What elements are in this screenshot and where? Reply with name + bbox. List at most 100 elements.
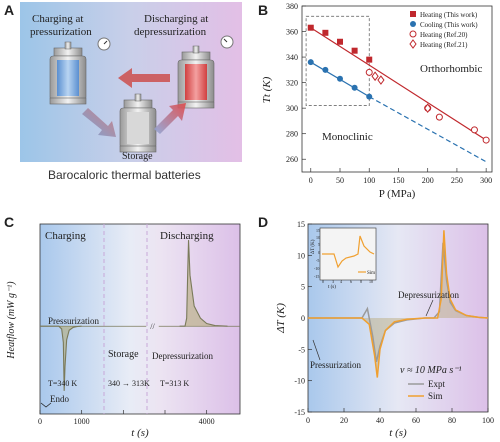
inset-ytick-0: 15 xyxy=(316,228,320,233)
inset-xlabel: t (s) xyxy=(328,285,336,290)
y-tick-label: -15 xyxy=(294,408,305,417)
y-tick-label: -10 xyxy=(294,377,305,386)
panel-letter-d: D xyxy=(258,214,269,230)
panel-b-xlabel: P (MPa) xyxy=(379,188,416,200)
panel-letter-a: A xyxy=(4,2,15,18)
inset-ytick-5: -10 xyxy=(314,266,319,271)
panel-letter-c: C xyxy=(4,214,15,230)
y-tick-label: 15 xyxy=(297,220,305,229)
panel-c-t-storage: 340 → 313K xyxy=(108,379,150,388)
inset-ytick-3: 0 xyxy=(318,250,320,255)
y-tick-label: 340 xyxy=(286,53,298,62)
x-tick-label: 100 xyxy=(363,176,375,185)
discharging-label-line2: depressurization xyxy=(134,26,207,38)
panel-c-charging-label: Charging xyxy=(45,230,86,242)
panel-c-t-charge: T=340 K xyxy=(48,379,77,388)
panel-c-t-discharge: T=313 K xyxy=(160,379,189,388)
inset-ytick-6: -15 xyxy=(314,274,319,279)
data-point xyxy=(435,113,443,121)
panel-d-xlabel: t (s) xyxy=(389,427,407,439)
storage-container xyxy=(119,93,157,153)
x-tick-label: 60 xyxy=(412,416,420,425)
fit-line-0 xyxy=(310,27,487,141)
panel-d-legend: Expt Sim xyxy=(408,379,445,401)
fit-line-2 xyxy=(368,96,487,163)
panel-b-legend: Heating (This work) Cooling (This work) … xyxy=(409,11,478,49)
axis-break-icon: // xyxy=(150,322,155,331)
inset-xtick-3: 6 xyxy=(350,279,352,284)
panel-d-inset: Sim t (s) ΔT (K) 0 3 4 6 8 10 15 10 5 0 … xyxy=(311,227,377,290)
panel-c-chart: 0 1000 4000 // Charging Discharging Pressur… xyxy=(6,223,241,439)
y-tick-label: 300 xyxy=(286,104,298,113)
data-point xyxy=(337,75,343,82)
legend-heating-ref20: Heating (Ref.20) xyxy=(420,31,468,39)
panel-d-ylabel: ΔT (K) xyxy=(275,303,287,334)
legend-heating-this-work: Heating (This work) xyxy=(420,11,478,19)
area-heatflow-discharging xyxy=(179,240,228,327)
x-tick-label: 100 xyxy=(482,416,494,425)
legend-expt: Expt xyxy=(428,379,445,389)
inset-xtick-4: 8 xyxy=(360,279,362,284)
x-tick-label: 150 xyxy=(392,176,404,185)
panel-d-depressurization-label: Depressurization xyxy=(398,290,459,300)
data-point xyxy=(351,84,358,91)
panel-c-depressurization-label: Depressurization xyxy=(152,351,213,361)
legend-sim: Sim xyxy=(428,391,443,401)
data-point xyxy=(307,59,314,66)
inset-ylabel: ΔT (K) xyxy=(311,239,316,254)
x-tick-label: 50 xyxy=(336,176,344,185)
data-point xyxy=(424,103,432,113)
inset-ytick-4: -5 xyxy=(316,258,319,263)
charging-container xyxy=(49,41,87,105)
inset-ytick-1: 10 xyxy=(316,235,320,240)
depressurization-pointer xyxy=(425,299,434,317)
y-tick-label: 5 xyxy=(301,283,305,292)
data-point xyxy=(366,56,373,63)
data-point xyxy=(470,126,478,134)
panel-letter-b: B xyxy=(258,2,269,18)
inset-xtick-1: 3 xyxy=(332,279,334,284)
x-tick-label: 0 xyxy=(306,416,310,425)
panel-d-rate-label: v ≈ 10 MPa s⁻¹ xyxy=(400,365,462,376)
inset-sim-curve xyxy=(322,235,375,269)
x-tick-label: 4000 xyxy=(199,417,215,426)
data-point xyxy=(366,93,373,100)
panel-b-plot-frame xyxy=(301,5,493,173)
data-point xyxy=(365,68,373,76)
panel-a-caption: Barocaloric thermal batteries xyxy=(48,168,201,182)
panel-b-ylabel: Tt (K) xyxy=(261,76,273,103)
discharging-label-line1: Discharging at xyxy=(144,13,208,25)
y-tick-label: 380 xyxy=(286,2,298,11)
phase-monoclinic-label: Monoclinic xyxy=(322,131,373,143)
panel-c-endo-label: Endo xyxy=(50,394,69,404)
panel-c-discharging-label: Discharging xyxy=(160,230,214,242)
charging-label-line2: pressurization xyxy=(30,26,92,38)
gauge-icon-right xyxy=(220,35,234,49)
x-tick-label: 0 xyxy=(38,417,42,426)
inset-ytick-2: 5 xyxy=(318,242,320,247)
up-right-arrow-icon xyxy=(154,103,186,134)
y-tick-label: 10 xyxy=(297,251,305,260)
legend-marker-cooling-this-work xyxy=(410,21,416,27)
panel-c-pressurization-label: Pressurization xyxy=(48,316,99,326)
storage-label: Storage xyxy=(122,151,153,162)
legend-heating-ref21: Heating (Ref.21) xyxy=(420,41,468,49)
gauge-icon-left xyxy=(97,37,111,51)
x-tick-label: 250 xyxy=(451,176,463,185)
y-tick-label: 0 xyxy=(301,314,305,323)
data-point xyxy=(351,47,358,54)
data-point xyxy=(322,29,329,36)
series-sim xyxy=(308,230,489,378)
down-right-arrow-icon xyxy=(82,108,116,137)
data-point xyxy=(482,136,490,144)
x-tick-label: 200 xyxy=(422,176,434,185)
legend-marker-heating-ref20 xyxy=(409,30,417,38)
y-tick-label: 260 xyxy=(286,155,298,164)
pressurization-pointer xyxy=(312,339,321,361)
phase-orthorhombic-label: Orthorhombic xyxy=(420,63,482,75)
inset-xtick-2: 4 xyxy=(340,279,342,284)
data-point xyxy=(371,71,379,82)
data-point xyxy=(307,24,314,31)
y-tick-label: 280 xyxy=(286,130,298,139)
